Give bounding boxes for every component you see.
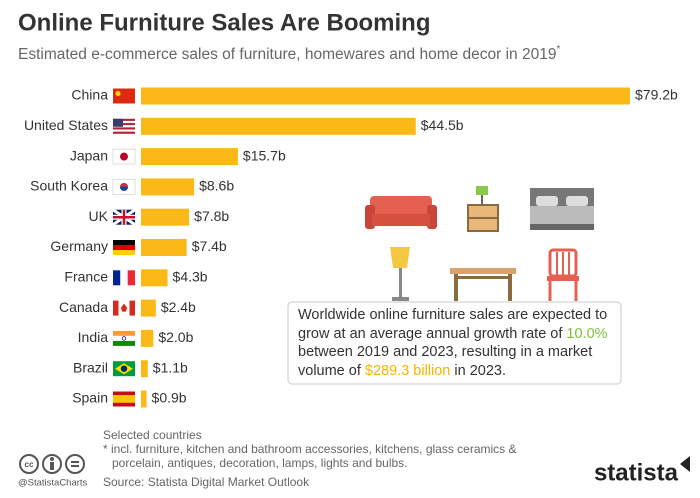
flag [121, 303, 127, 312]
category-label: France [64, 269, 108, 285]
flag [113, 131, 135, 134]
footer-handle: @StatistaCharts [18, 478, 88, 489]
category-label: UK [89, 208, 109, 224]
flag [113, 118, 135, 121]
flag [120, 186, 128, 191]
value-label: $44.5b [421, 117, 464, 133]
flag [113, 270, 121, 286]
license-icons [19, 454, 85, 474]
bar [141, 148, 238, 166]
flag [113, 245, 135, 250]
flag [120, 365, 128, 372]
flag [113, 129, 135, 132]
category-label: Spain [72, 390, 108, 406]
flag [113, 335, 135, 341]
value-label: $4.3b [173, 269, 208, 285]
flag [113, 395, 135, 403]
flag-icon [113, 361, 135, 377]
flag [113, 250, 135, 255]
bar [141, 117, 416, 135]
flag [113, 330, 135, 336]
value-label: $2.4b [161, 299, 196, 315]
bar [141, 360, 148, 378]
annotation-text: between 2019 and 2023, resulting in a ma… [298, 344, 593, 379]
flag [113, 209, 135, 225]
flag [120, 152, 128, 161]
category-label: Germany [50, 238, 108, 254]
bars: China $79.2b United States $44.5b Japan $15.7… [24, 87, 678, 408]
footer-selection: Selected countries [103, 428, 202, 442]
category-label: United States [24, 117, 108, 133]
flag [113, 340, 135, 346]
flag [113, 120, 135, 124]
flag [129, 300, 135, 316]
flag [113, 240, 135, 245]
value-label: $2.0b [158, 329, 193, 345]
annotation-highlight: 10.0% [566, 325, 608, 342]
flag [113, 123, 135, 126]
svg-text:cc: cc [25, 460, 34, 469]
category-label: Brazil [73, 359, 108, 375]
flag [113, 125, 135, 128]
category-label: South Korea [30, 178, 108, 194]
flag [113, 118, 123, 127]
annotation-text: in 2023. [450, 362, 507, 379]
bar [141, 87, 630, 105]
value-label: $1.1b [153, 359, 188, 375]
flag-icon [113, 88, 135, 104]
category-label: India [78, 329, 109, 345]
subtitle-text: Estimated e-commerce sales of furniture,… [18, 46, 556, 63]
flag-icon [113, 118, 135, 134]
brand-logo: statista [594, 459, 679, 486]
annotation-text: Worldwide online furniture sales are exp… [298, 307, 608, 342]
flag [113, 127, 135, 130]
flag [121, 336, 127, 341]
brand-mark [680, 456, 690, 472]
value-label: $79.2b [635, 87, 678, 103]
bar [141, 390, 147, 408]
flag [120, 270, 128, 286]
annotation-highlight: $289.3 billion [364, 362, 451, 379]
flag-icon [113, 240, 135, 255]
furniture-icons [365, 186, 594, 301]
flag-icon [113, 270, 135, 286]
bar [141, 329, 154, 347]
chart-title: Online Furniture Sales Are Booming [18, 9, 431, 36]
flag [115, 91, 121, 96]
value-label: $15.7b [243, 147, 286, 163]
flag [113, 391, 135, 396]
flag-icon [113, 300, 135, 316]
bar [141, 178, 195, 196]
value-label: $7.8b [194, 208, 229, 224]
flag [113, 402, 135, 407]
subtitle-note-mark: * [556, 44, 560, 55]
annotation: Worldwide online furniture sales are exp… [298, 306, 620, 380]
flag [127, 270, 135, 286]
bar [141, 299, 156, 317]
category-label: Japan [70, 147, 108, 163]
flag-icon [112, 148, 136, 165]
flag-icon [112, 178, 136, 195]
category-label: Canada [59, 299, 108, 315]
bar [141, 269, 168, 287]
license-icon-marks: cc [25, 457, 79, 470]
flag-icon [113, 330, 135, 346]
bar [141, 208, 190, 226]
bar [141, 239, 187, 256]
chart-subtitle: Estimated e-commerce sales of furniture,… [18, 44, 560, 63]
value-label: $0.9b [152, 390, 187, 406]
footer-note: * incl. furniture, kitchen and bathroom … [103, 442, 517, 470]
category-label: China [71, 87, 108, 103]
footer-source: Source: Statista Digital Market Outlook [103, 475, 310, 489]
flag [113, 300, 119, 316]
flag [113, 88, 135, 104]
value-label: $7.4b [192, 238, 227, 254]
flag-icon [112, 208, 136, 226]
value-label: $8.6b [199, 178, 234, 194]
flag-icon [113, 391, 135, 407]
annotation-box [287, 301, 622, 385]
